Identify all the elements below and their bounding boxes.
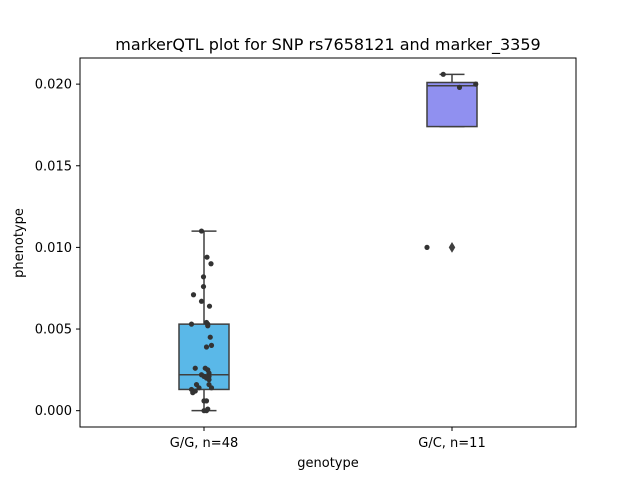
plot-area [80, 58, 576, 427]
data-point [203, 344, 210, 350]
data-point [188, 321, 195, 327]
data-point [200, 274, 207, 280]
data-point [204, 254, 210, 260]
data-point [206, 303, 213, 309]
data-point [208, 385, 215, 391]
data-point [203, 408, 210, 414]
x-axis: G/G, n=48 G/C, n=11 [170, 427, 486, 451]
y-tick-label: 0.000 [35, 404, 72, 419]
data-point [424, 244, 430, 250]
y-axis: 0.000 0.005 0.010 0.015 0.020 [35, 78, 80, 419]
outlier-marker [448, 241, 456, 253]
data-point [208, 342, 215, 348]
y-axis-label: phenotype [12, 208, 27, 278]
data-point [456, 84, 463, 90]
y-tick-label: 0.010 [35, 241, 72, 256]
data-point [198, 298, 205, 304]
data-point [198, 228, 205, 234]
data-point [206, 377, 212, 383]
iqr-box [178, 323, 230, 391]
data-point [192, 365, 198, 371]
data-point [440, 71, 446, 77]
data-point [190, 390, 196, 396]
data-point [190, 292, 197, 298]
data-point [205, 323, 211, 329]
x-axis-label: genotype [297, 456, 358, 471]
data-point [208, 261, 214, 267]
y-tick-label: 0.015 [35, 159, 72, 174]
y-tick-label: 0.020 [35, 78, 72, 93]
data-point [473, 81, 479, 87]
data-point [196, 385, 202, 391]
chart-title: markerQTL plot for SNP rs7658121 and mar… [115, 35, 540, 55]
data-point [207, 334, 213, 340]
x-tick-label: G/G, n=48 [170, 436, 238, 451]
iqr-box [426, 81, 478, 128]
data-point [200, 283, 207, 290]
box-group [424, 71, 479, 253]
x-tick-label: G/C, n=11 [418, 436, 485, 451]
y-tick-label: 0.005 [35, 323, 72, 338]
box-group [178, 228, 230, 414]
data-point [203, 398, 210, 404]
plot-frame [79, 57, 577, 428]
data-layer [178, 71, 479, 414]
